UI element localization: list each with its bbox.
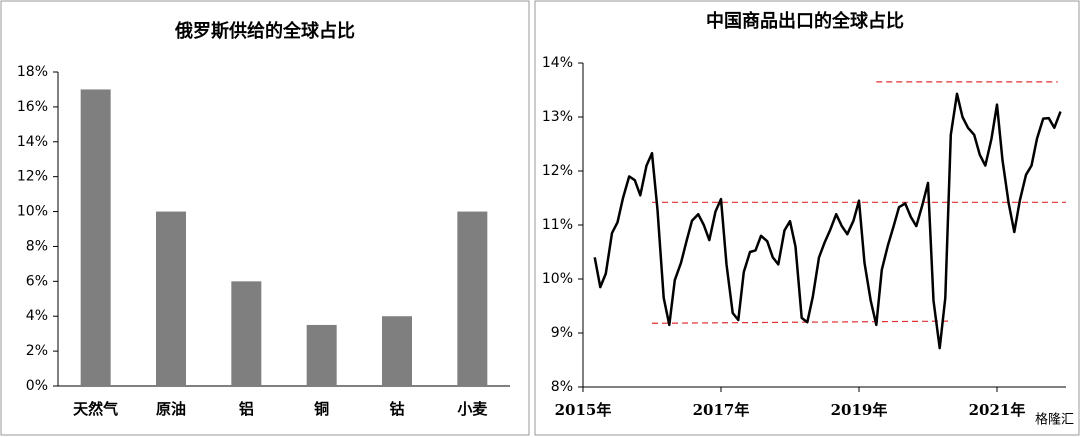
chart-title: 中国商品出口的全球占比 [706,10,904,32]
y-tick-label: 13% [542,109,573,125]
x-tick-label: 天然气 [73,400,118,418]
bar [156,211,186,386]
panel-border [0,0,530,436]
y-tick-label: 4% [26,308,48,324]
bar [80,89,111,386]
watermark: 格隆汇 [1035,412,1074,428]
bar [382,316,412,386]
bar [306,324,337,386]
chart-title: 俄罗斯供给的全球占比 [174,20,355,42]
y-tick-label: 12% [542,163,573,179]
y-tick-label: 14% [542,55,573,71]
y-tick-label: 8% [551,379,573,395]
bar [457,211,488,386]
x-tick-label: 铜 [314,400,329,418]
x-tick-label: 2019年 [831,401,888,419]
y-tick-label: 14% [17,134,48,150]
y-tick-label: 6% [26,273,48,289]
y-tick-label: 9% [551,325,573,341]
x-tick-label: 钴 [389,400,404,418]
y-tick-label: 11% [542,217,573,233]
x-tick-label: 铝 [239,400,254,418]
panel-border [534,0,1080,436]
x-tick-label: 2015年 [555,401,612,419]
x-tick-label: 2021年 [969,401,1026,419]
y-tick-label: 0% [26,378,48,394]
y-tick-label: 2% [26,343,48,359]
y-tick-label: 18% [17,64,48,80]
y-tick-label: 16% [17,99,48,115]
bar [231,281,262,386]
x-tick-label: 小麦 [457,400,488,418]
y-tick-label: 12% [17,169,48,185]
y-tick-label: 8% [26,238,48,254]
x-tick-label: 原油 [156,400,186,418]
y-tick-label: 10% [542,271,573,287]
line-series [593,92,1062,350]
y-tick-label: 10% [17,204,48,220]
x-tick-label: 2017年 [693,401,750,419]
reference-line [651,320,953,324]
